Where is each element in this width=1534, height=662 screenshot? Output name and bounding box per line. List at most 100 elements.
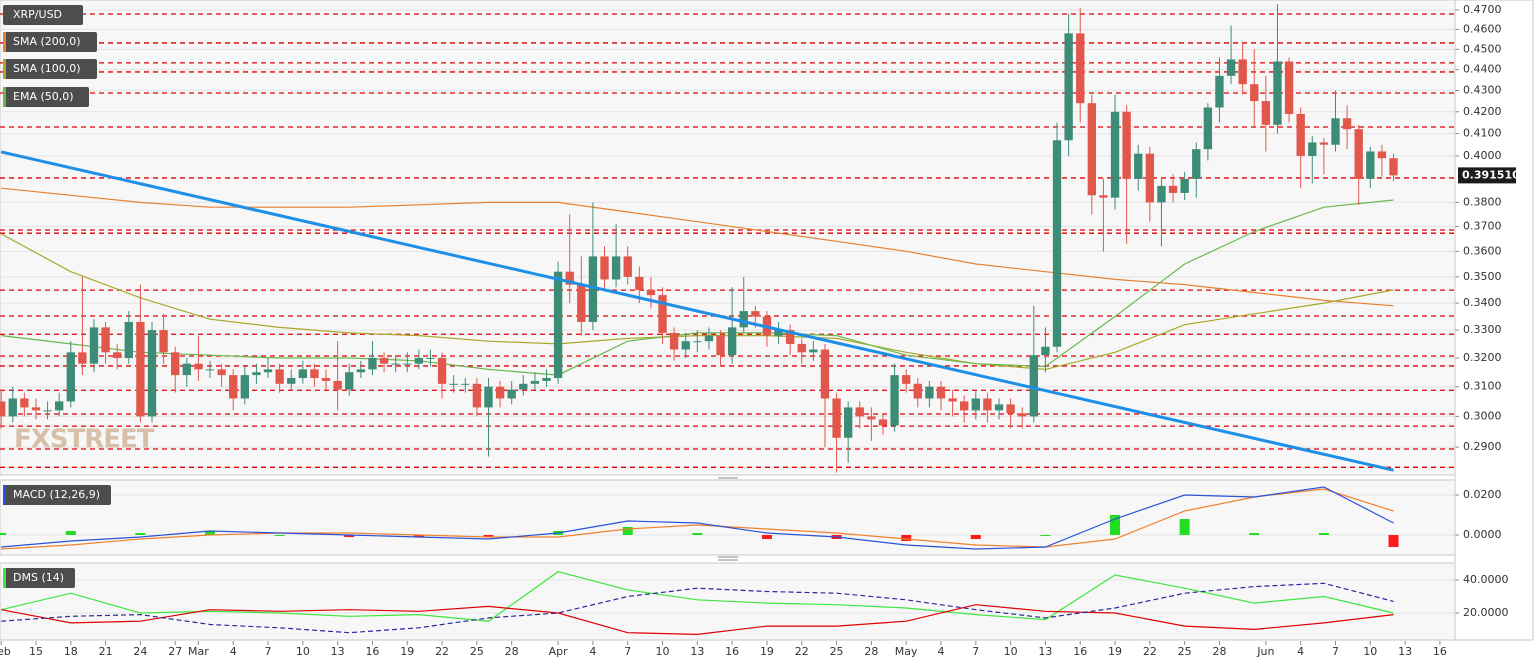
legend-box xyxy=(3,59,97,79)
x-tick-label: 10 xyxy=(296,645,310,658)
macd-line xyxy=(1,486,1394,550)
candle-body xyxy=(1354,129,1363,179)
candle-body xyxy=(1052,140,1062,347)
candle-body xyxy=(1018,413,1027,417)
candle-body xyxy=(147,330,157,417)
candle-body xyxy=(379,357,389,364)
histogram-bar xyxy=(1110,515,1121,535)
candle-body xyxy=(611,256,621,280)
x-tick-label: 24 xyxy=(133,645,147,658)
x-tick-label: Jun xyxy=(1256,645,1274,658)
candle-body xyxy=(1331,118,1340,145)
histogram-bar xyxy=(901,535,912,541)
candle-body xyxy=(1366,151,1375,179)
candle-body xyxy=(66,352,75,402)
x-tick-label: 7 xyxy=(624,645,631,658)
legend-swatch xyxy=(3,87,6,107)
dms-line xyxy=(1,604,1394,636)
candle-body xyxy=(925,386,934,399)
legend-item: SMA (200,0) xyxy=(3,32,97,52)
candle-body xyxy=(635,276,644,290)
candle-body xyxy=(89,327,99,364)
candle-body xyxy=(716,335,725,356)
x-tick-label: 16 xyxy=(365,645,379,658)
x-tick-label: 4 xyxy=(230,645,237,658)
histogram-bar xyxy=(65,531,76,535)
legend-label: EMA (50,0) xyxy=(13,90,74,103)
x-tick-label: Apr xyxy=(549,645,569,658)
legend-label: MACD (12,26,9) xyxy=(13,488,100,501)
legend-item: EMA (50,0) xyxy=(3,87,89,107)
y-tick-label: 0.4600 xyxy=(1463,22,1502,35)
histogram-bar xyxy=(970,535,981,539)
candle-body xyxy=(843,407,853,438)
candle-body xyxy=(461,383,470,385)
candle-body xyxy=(333,380,342,390)
legend-swatch xyxy=(3,59,6,79)
x-tick-label: 13 xyxy=(690,645,704,658)
candle-body xyxy=(542,378,551,381)
candle-body xyxy=(1377,151,1387,159)
candle-body xyxy=(8,398,17,417)
x-tick-label: 13 xyxy=(1038,645,1052,658)
candle-body xyxy=(669,332,679,350)
candle-body xyxy=(1122,111,1131,179)
candle-body xyxy=(913,383,922,399)
x-tick-label: 19 xyxy=(760,645,774,658)
legend-box xyxy=(3,87,89,107)
histogram-bar xyxy=(1040,535,1051,536)
histogram-bar xyxy=(413,535,424,537)
candle-body xyxy=(1215,75,1224,108)
x-tick-label: Feb xyxy=(0,645,11,658)
candle-body xyxy=(1041,346,1050,356)
candle-body xyxy=(391,363,400,365)
candle-body xyxy=(495,386,505,399)
candle-body xyxy=(588,256,598,322)
candle-body xyxy=(1192,149,1201,179)
candle-body xyxy=(1296,113,1305,156)
candle-body xyxy=(101,327,110,353)
candle-body xyxy=(809,349,818,353)
candle-body xyxy=(832,398,841,438)
candle-body xyxy=(1238,59,1247,85)
candle-body xyxy=(0,401,6,417)
candle-body xyxy=(321,378,331,381)
candle-body xyxy=(1064,33,1073,141)
candle-body xyxy=(1203,107,1213,150)
histogram-bar xyxy=(1318,533,1329,535)
legend-label: SMA (200,0) xyxy=(13,35,81,48)
candle-body xyxy=(136,321,145,417)
candle-body xyxy=(414,357,424,364)
legend-box xyxy=(3,485,111,505)
x-tick-label: 16 xyxy=(725,645,739,658)
candle-body xyxy=(229,375,238,399)
candle-body xyxy=(403,363,412,365)
x-tick-label: 4 xyxy=(1297,645,1304,658)
candle-body xyxy=(78,352,87,364)
x-tick-label: May xyxy=(895,645,918,658)
legend-label: SMA (100,0) xyxy=(13,62,81,75)
candle-body xyxy=(1110,111,1120,198)
candle-body xyxy=(484,386,493,408)
histogram-bar xyxy=(274,535,285,536)
watermark: FXSTREET xyxy=(14,425,155,455)
candle-body xyxy=(1099,195,1108,198)
candle-body xyxy=(240,375,249,399)
y-tick-label: 20.0000 xyxy=(1463,606,1509,619)
plot-area xyxy=(0,0,1456,476)
x-tick-label: 22 xyxy=(1143,645,1157,658)
legend-item: SMA (100,0) xyxy=(3,59,97,79)
x-tick-label: 25 xyxy=(1178,645,1192,658)
candle-body xyxy=(1273,61,1282,125)
candle-body xyxy=(20,398,29,408)
y-tick-label: 0.2900 xyxy=(1463,440,1502,453)
candle-body xyxy=(113,352,122,358)
y-tick-label: 0.4200 xyxy=(1463,105,1502,118)
candle-body xyxy=(785,330,795,344)
y-tick-label: 0.3100 xyxy=(1463,380,1502,393)
legend-swatch xyxy=(3,568,6,588)
y-tick-label: 40.0000 xyxy=(1463,573,1509,586)
candle-body xyxy=(205,369,215,371)
candle-body xyxy=(426,357,435,359)
